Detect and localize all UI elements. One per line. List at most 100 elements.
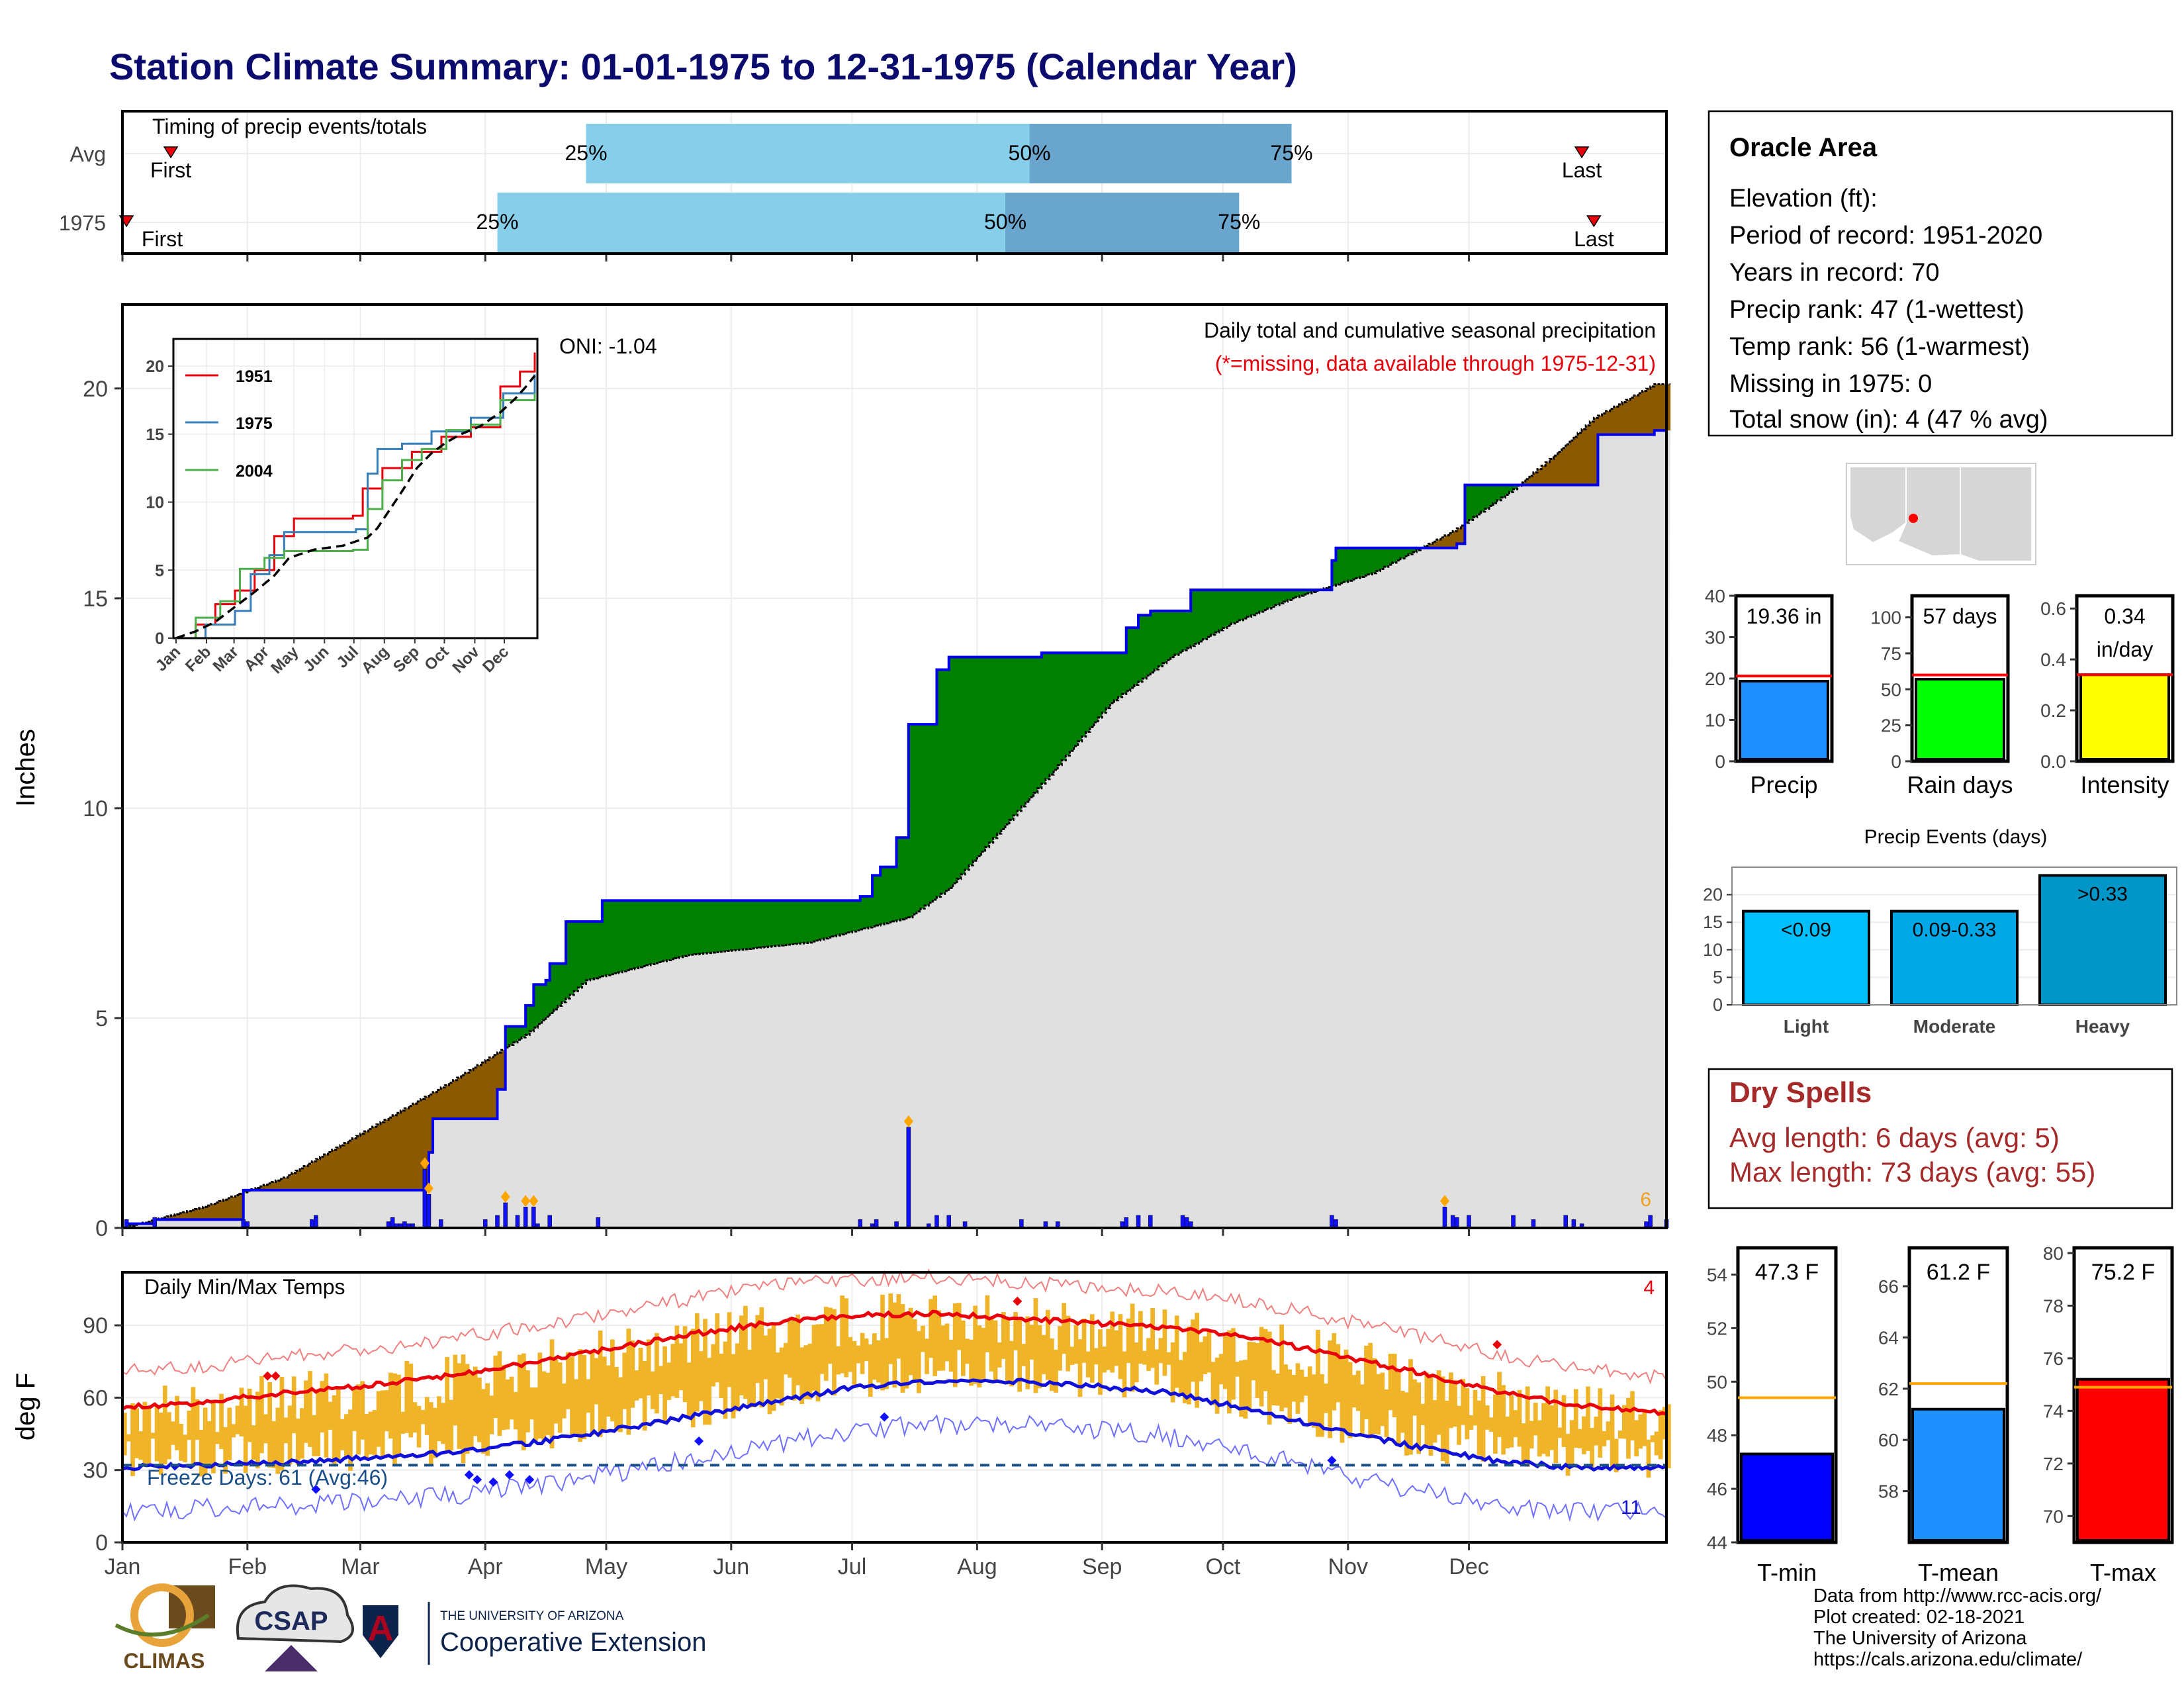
temp-range-bar-383 [1666,1404,1671,1468]
inset-legend: 1951 1975 2004 [185,367,273,481]
temp-range-bar-0 [122,1413,127,1456]
daily-precip-marker-15 [424,1182,433,1195]
temp-range-bar-300 [1332,1333,1337,1411]
dry-spells-frame [1707,1068,2173,1209]
temp-range-bar-242 [1098,1329,1103,1395]
temp-range-bar-323 [1424,1372,1430,1446]
temp-range-bar-122 [614,1366,619,1432]
temp-range-bar-269 [1206,1331,1212,1373]
temp-range-bar-181 [852,1340,857,1387]
temp-bar-ytick-label-0-4: 52 [1707,1318,1727,1338]
temp-range-bar-175 [827,1307,833,1364]
temp-range-bar-37 [271,1421,277,1468]
info-line-period: Period of record: 1951-2020 [1729,222,2042,250]
ua-logo-top-text: THE UNIVERSITY OF ARIZONA [440,1609,624,1623]
temp-range-bar-143 [699,1351,704,1401]
temp-range-bar-69 [400,1411,405,1434]
temp-ytick-label-1: 30 [83,1458,108,1483]
inset-frame [172,338,539,639]
temp-range-bar-85 [465,1364,470,1454]
month-label-7: Aug [957,1554,997,1579]
temp-range-bar-246 [1114,1330,1119,1366]
temp-range-bar-365 [1594,1417,1599,1446]
daily-precip-bar-51 [1511,1215,1516,1229]
temp-range-bar-124 [622,1352,627,1409]
temp-range-bar-315 [1392,1354,1397,1418]
dry-spells-max: Max length: 73 days (avg: 55) [1729,1156,2095,1188]
events-category-light: Light [1784,1016,1829,1037]
month-label-3: Apr [468,1554,503,1579]
temp-bar-value-2: 75.2 F [2091,1260,2155,1285]
temp-range-bar-239 [1085,1351,1091,1378]
inset-lines [175,352,536,639]
temp-range-bar-297 [1320,1374,1324,1437]
temp-range-bar-25 [223,1427,228,1474]
temp-range-bar-11 [167,1412,171,1460]
precip-ytick-label-1: 5 [95,1006,108,1031]
events-bars: <0.09 0.09-0.33 >0.33 [1742,874,2167,1007]
temp-range-bar-154 [743,1305,748,1399]
temp-range-bar-16 [187,1410,192,1440]
temp-bar-ytick-label-0-1: 46 [1707,1479,1727,1499]
temp-range-bar-32 [251,1425,256,1460]
temp-range-bar-158 [759,1307,764,1408]
temp-range-bar-363 [1586,1386,1590,1451]
inset-xtick-label-9: Oct [421,643,452,674]
inset-xtick-label-10: Nov [449,643,484,677]
temp-range-bar-68 [396,1374,401,1454]
temp-range-bar-15 [183,1434,188,1462]
station-location-marker [1909,514,1918,523]
temp-range-bar-214 [985,1295,990,1352]
temp-range-bar-186 [872,1333,877,1380]
inset-ytick-label-4: 20 [146,357,164,376]
temp-range-bar-26 [227,1407,232,1460]
temp-range-bar-336 [1477,1400,1482,1456]
temp-range-bar-188 [880,1294,885,1391]
temp-bar-value-1: 61.2 F [1927,1260,1990,1285]
ua-logo-letter: A [368,1609,394,1648]
temp-bottom-count: 11 [1621,1497,1641,1519]
timing-last-label-1: Last [1574,227,1614,251]
temp-range-bar-62 [372,1410,377,1456]
temp-range-bar-167 [796,1314,800,1385]
temp-range-bar-310 [1372,1358,1377,1434]
temp-range-bar-1 [126,1434,131,1442]
ua-logo-shield [363,1605,398,1658]
temp-range-bar-41 [287,1405,293,1465]
events-title: Precip Events (days) [1864,826,2048,848]
temp-bar-ytick-label-2-3: 76 [2043,1348,2064,1369]
temp-range-bar-8 [154,1405,159,1462]
temp-range-bar-21 [206,1421,212,1465]
timing-last-marker-0 [1574,146,1590,159]
timing-p75-label-0: 75% [1270,141,1312,165]
temp-range-bar-22 [211,1399,216,1474]
temp-range-bar-67 [392,1373,397,1466]
temp-range-bar-275 [1231,1328,1236,1400]
temp-range-bar-12 [171,1421,175,1445]
info-line-missing: Missing in 1975: 0 [1729,370,1932,398]
footer-line-url: https://cals.arizona.edu/climate/ [1813,1649,2083,1670]
record-high-marker-1 [271,1371,281,1381]
temp-range-bar-183 [860,1333,865,1374]
temp-range-bar-48 [316,1389,321,1456]
daily-precip-bar-41 [1148,1215,1153,1229]
daily-precip-bar-24 [547,1215,552,1229]
daily-precip-bar-45 [1330,1215,1334,1229]
station-info-box: Oracle Area Elevation (ft): Period of re… [1707,110,2173,437]
temp-top-count: 4 [1643,1277,1655,1299]
precip-panel: 0 5 10 15 20 Inches ONI: -1.04 Daily total a… [11,303,1671,1241]
temp-range-bar-228 [1041,1335,1046,1375]
temp-bar-ytick-label-1-3: 64 [1878,1327,1899,1348]
mini-bar-fill-1 [1915,678,2005,761]
inset-ytick-label-3: 15 [146,426,164,444]
temp-range-bar-38 [275,1407,281,1474]
temp-range-bar-368 [1606,1421,1611,1440]
temp-range-bar-222 [1017,1319,1022,1392]
temp-range-bar-89 [481,1389,486,1454]
temp-y-label: deg F [11,1373,40,1440]
temp-range-bar-356 [1557,1427,1563,1438]
temp-range-bar-256 [1154,1349,1160,1385]
temp-range-bar-34 [259,1376,264,1454]
temp-range-bar-361 [1577,1429,1582,1448]
